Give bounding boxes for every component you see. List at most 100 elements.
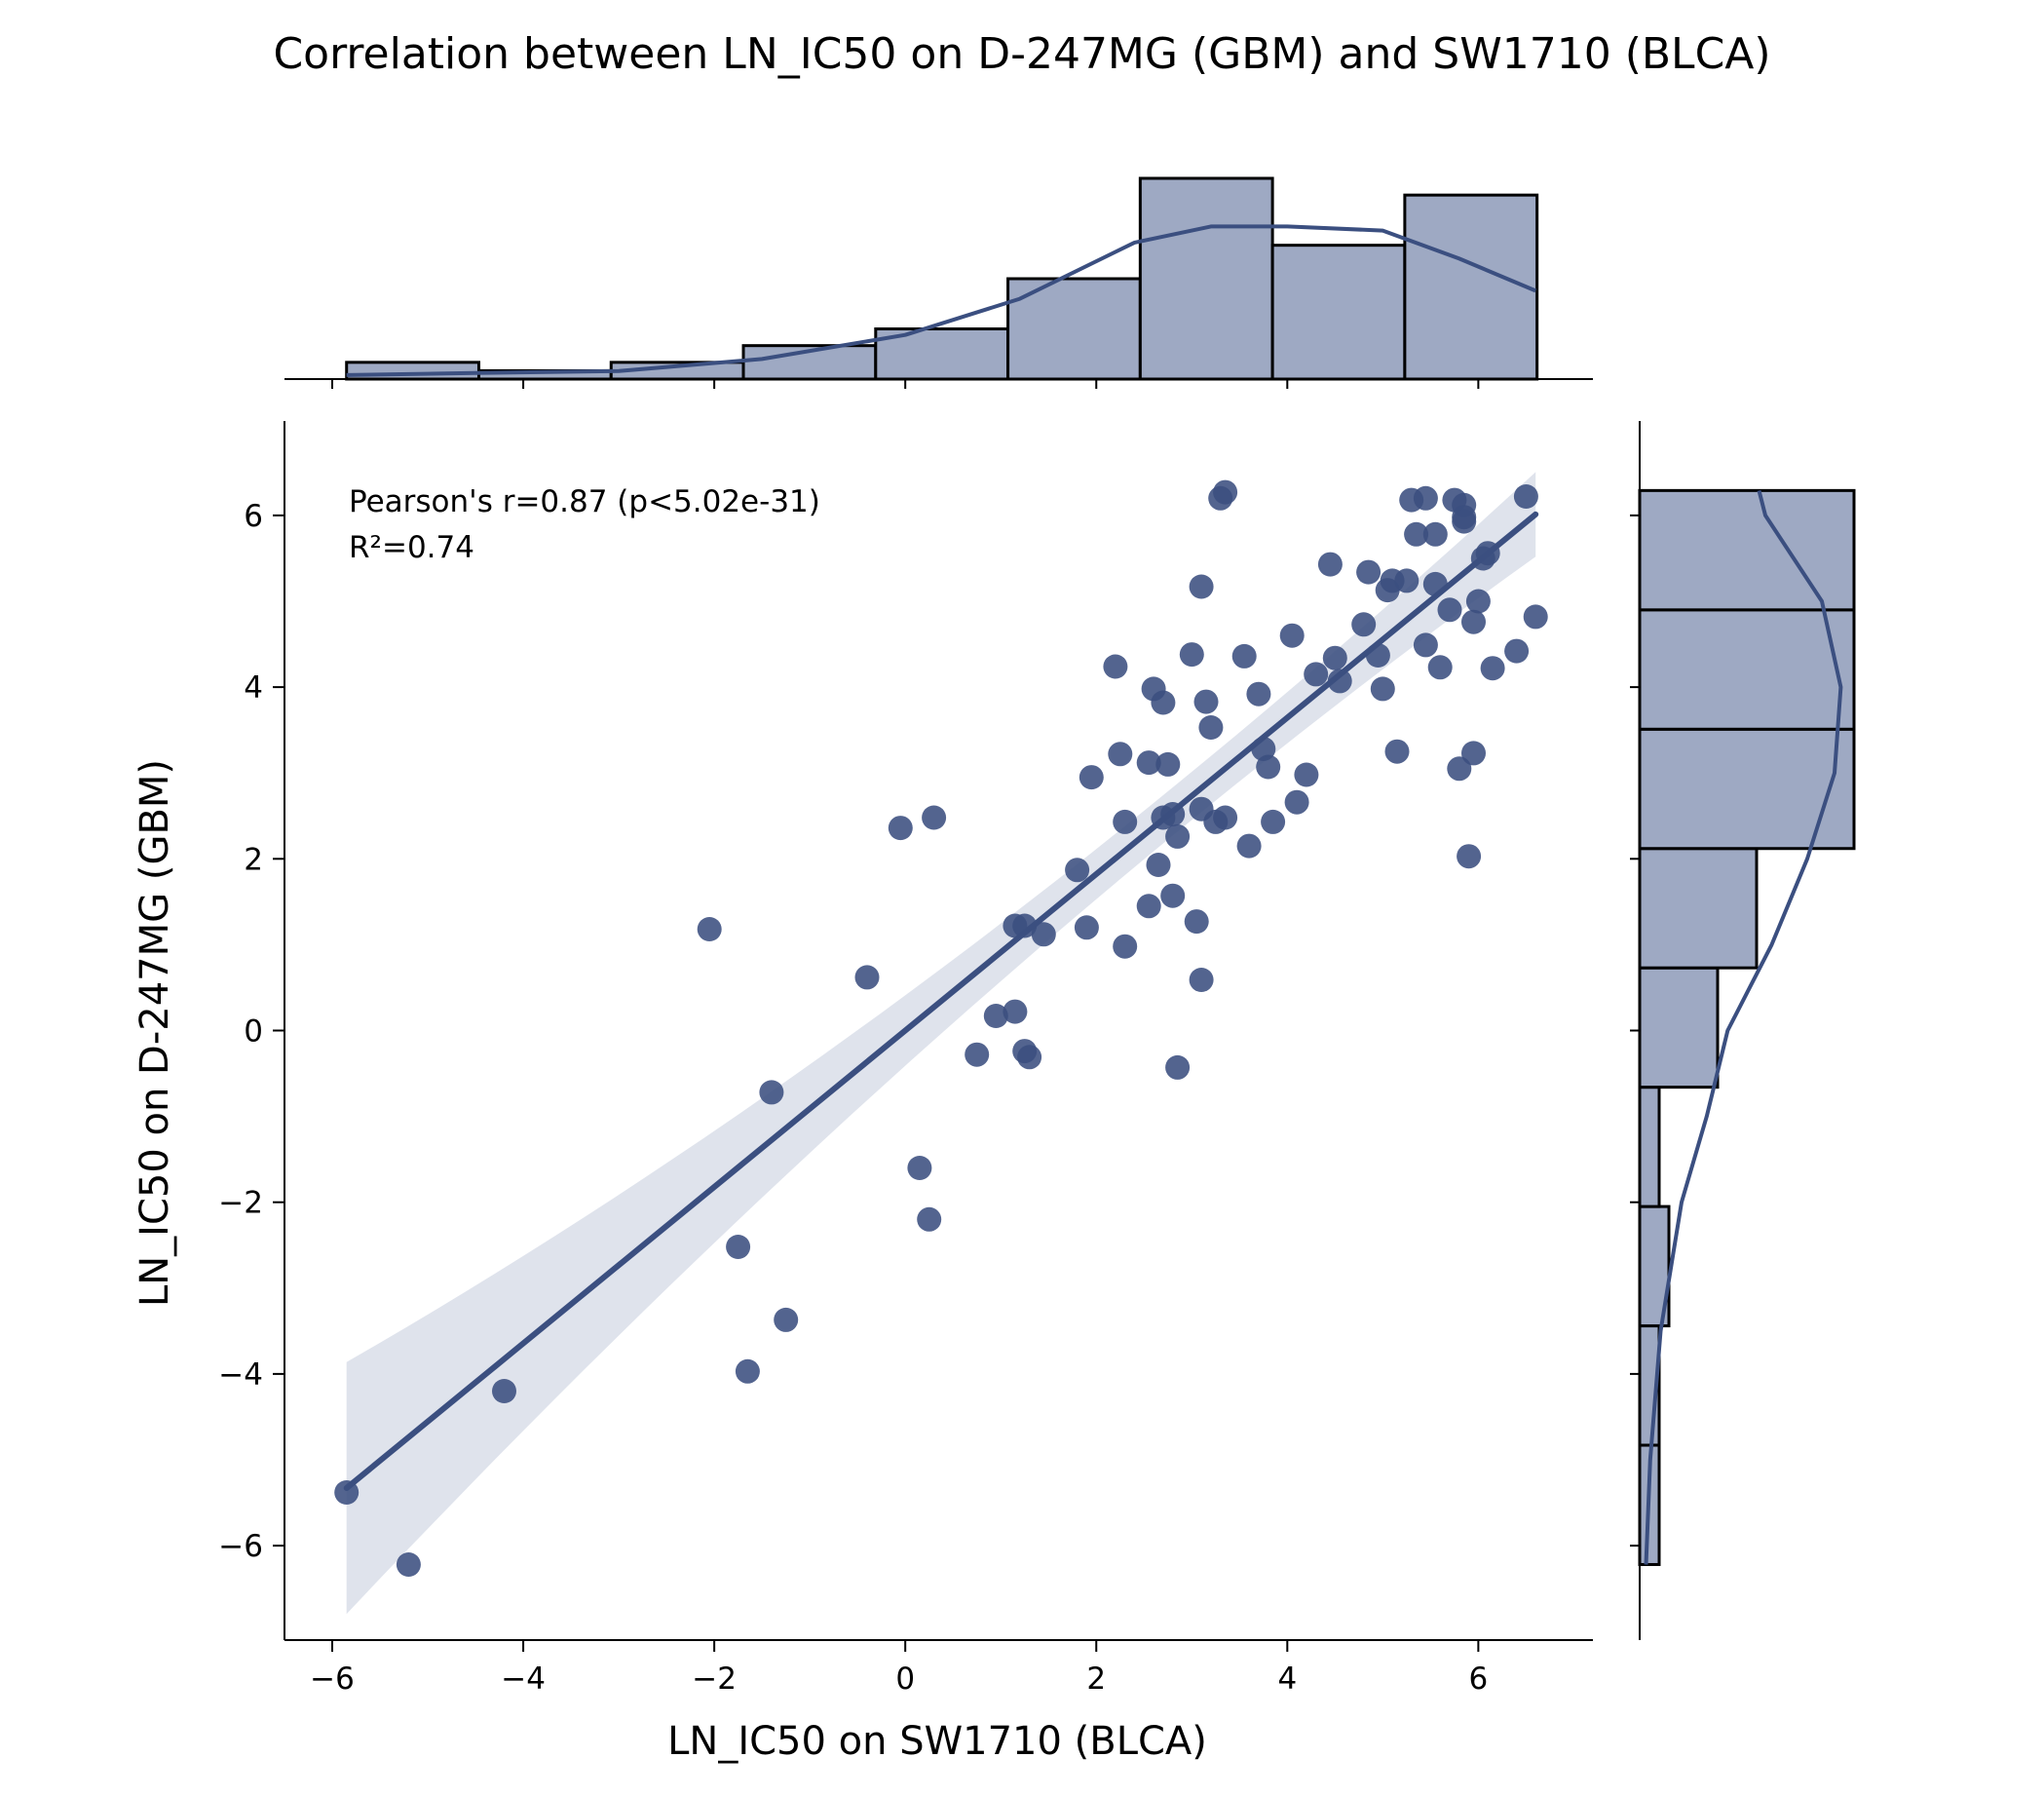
x-hist-bar xyxy=(1138,176,1274,381)
scatter-point xyxy=(1079,765,1104,790)
x-tick-label: 6 xyxy=(1468,1662,1488,1697)
y-hist-bar xyxy=(1638,727,1856,851)
x-hist-bar xyxy=(1403,193,1539,381)
scatter-point xyxy=(907,1156,932,1180)
scatter-point xyxy=(1513,484,1538,509)
scatter-point xyxy=(1370,676,1395,702)
scatter-point xyxy=(854,965,880,990)
scatter-point xyxy=(1003,999,1028,1024)
scatter-point xyxy=(1189,574,1214,599)
scatter-point xyxy=(774,1307,799,1332)
scatter-point xyxy=(1236,833,1262,859)
scatter-point xyxy=(1031,922,1056,947)
y-tick-label: −2 xyxy=(218,1186,263,1221)
scatter-point xyxy=(1465,589,1491,614)
scatter-point xyxy=(1452,509,1477,534)
scatter-point xyxy=(1113,934,1138,959)
regression-line xyxy=(343,511,1539,1492)
scatter-point xyxy=(1256,754,1281,780)
scatter-point xyxy=(1279,623,1305,648)
scatter-point xyxy=(888,816,913,841)
scatter-point xyxy=(1074,915,1099,940)
scatter-point xyxy=(396,1552,421,1577)
y-hist-bar xyxy=(1638,608,1856,731)
scatter-point xyxy=(1437,597,1462,623)
scatter-point xyxy=(1065,858,1090,883)
scatter-point xyxy=(1179,642,1204,668)
scatter-point xyxy=(965,1042,990,1067)
x-kde-curve xyxy=(346,224,1536,377)
scatter-point xyxy=(1136,750,1161,776)
scatter-point xyxy=(1480,656,1505,681)
main-plot-area: −6 −4 −2 0 2 4 6 −6 −4 −2 0 2 4 6 xyxy=(218,421,1593,1697)
y-hist-bar xyxy=(1638,847,1759,970)
right-marginal-histogram xyxy=(1630,421,1856,1640)
scatter-point xyxy=(1394,568,1419,593)
x-tick-label: 2 xyxy=(1086,1662,1106,1697)
y-tick-label: 0 xyxy=(244,1014,263,1050)
scatter-point xyxy=(1184,909,1209,935)
confidence-band-group xyxy=(346,472,1536,1615)
scatter-point xyxy=(917,1206,942,1232)
scatter-point xyxy=(1160,883,1186,908)
confidence-band xyxy=(346,472,1536,1615)
x-hist-bar xyxy=(1270,244,1407,381)
y-tick-label: 4 xyxy=(244,670,263,706)
x-tick-label: −2 xyxy=(692,1662,737,1697)
y-tick-label: 6 xyxy=(244,499,263,534)
y-kde-curve xyxy=(1644,489,1843,1565)
pearson-annotation: Pearson's r=0.87 (p<5.02e-31) xyxy=(349,484,820,519)
scatter-point xyxy=(1189,968,1214,992)
scatter-point xyxy=(1155,751,1181,777)
scatter-point xyxy=(1384,739,1410,764)
scatter-point xyxy=(1461,741,1486,766)
scatter-point xyxy=(1165,1054,1191,1080)
scatter-point xyxy=(1103,654,1128,679)
scatter-point xyxy=(1284,789,1309,815)
top-marginal-histogram xyxy=(284,176,1593,389)
x-axis-label: LN_IC50 on SW1710 (BLCA) xyxy=(667,1719,1207,1764)
main-axes: −6 −4 −2 0 2 4 6 −6 −4 −2 0 2 4 6 xyxy=(218,421,1593,1697)
scatter-point xyxy=(1261,809,1286,834)
scatter-point xyxy=(1213,479,1238,505)
x-tick-label: 0 xyxy=(895,1662,915,1697)
scatter-point xyxy=(1413,485,1438,511)
scatter-point xyxy=(1304,662,1329,687)
scatter-point xyxy=(1327,669,1352,694)
scatter-point xyxy=(1213,805,1238,830)
scatter-point xyxy=(1231,643,1257,669)
scatter-point xyxy=(1422,521,1448,547)
scatter-point xyxy=(1294,762,1319,787)
scatter-point xyxy=(492,1379,516,1403)
x-tick-label: −4 xyxy=(501,1662,546,1697)
scatter-point xyxy=(1246,681,1271,707)
scatter-point xyxy=(1523,604,1548,630)
scatter-point xyxy=(1351,612,1377,637)
scatter-point xyxy=(983,1004,1008,1028)
scatter-point xyxy=(1461,609,1486,634)
scatter-point xyxy=(1012,913,1038,938)
scatter-point xyxy=(1165,823,1191,849)
scatter-point xyxy=(1427,655,1453,680)
scatter-point xyxy=(735,1358,760,1384)
scatter-point xyxy=(1146,853,1171,877)
y-tick-label: −6 xyxy=(218,1529,263,1564)
x-tick-label: −6 xyxy=(310,1662,355,1697)
scatter-point xyxy=(1317,552,1343,577)
scatter-point xyxy=(1413,632,1438,658)
scatter-point xyxy=(1136,894,1161,919)
y-tick-label: −4 xyxy=(218,1357,263,1393)
scatter-point xyxy=(1447,756,1472,782)
y-hist-bar xyxy=(1638,966,1720,1089)
scatter-point xyxy=(1108,742,1133,767)
chart-title: Correlation between LN_IC50 on D-247MG (… xyxy=(273,29,1770,79)
y-hist-bar xyxy=(1638,488,1856,612)
scatter-point xyxy=(1151,690,1176,715)
scatter-point xyxy=(726,1235,751,1259)
scatter-point xyxy=(1193,689,1219,714)
y-axis-label: LN_IC50 on D-247MG (GBM) xyxy=(132,759,177,1307)
scatter-point xyxy=(1322,645,1347,670)
scatter-point xyxy=(1457,844,1482,869)
scatter-point xyxy=(1504,638,1530,664)
